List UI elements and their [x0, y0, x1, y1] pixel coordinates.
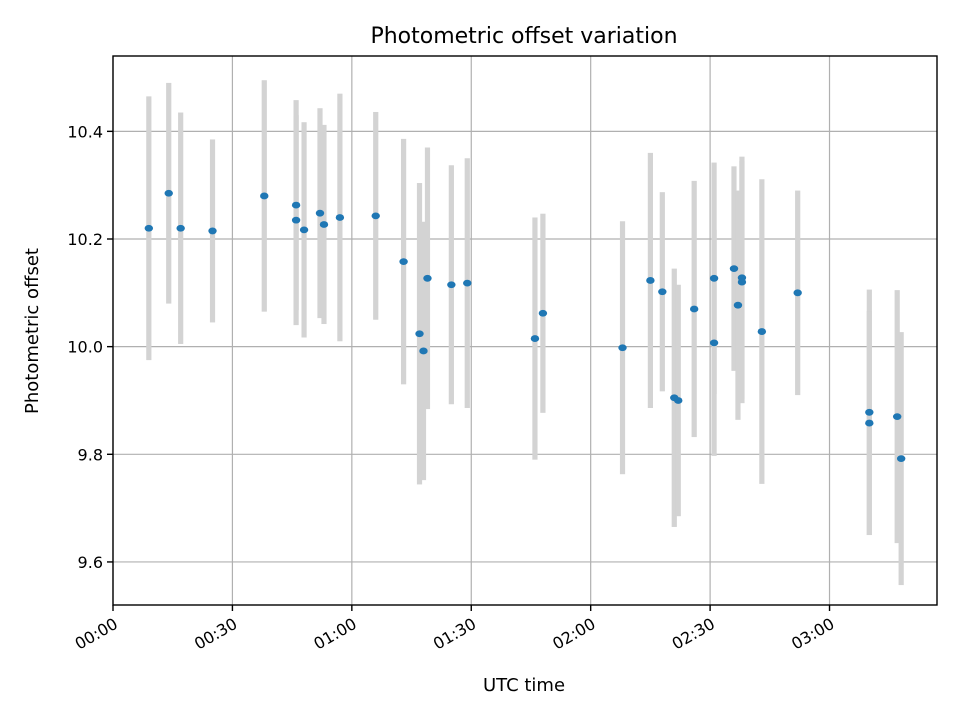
x-tick-label: 00:00	[72, 614, 121, 654]
y-tick-label: 10.0	[67, 338, 103, 357]
data-point	[674, 397, 683, 404]
x-tick-label: 00:30	[191, 614, 240, 654]
x-tick-label: 02:00	[549, 614, 598, 654]
data-point	[423, 274, 432, 282]
data-point	[419, 347, 428, 355]
data-point	[538, 309, 548, 317]
data-point	[463, 279, 472, 287]
data-point	[415, 330, 424, 338]
data-point	[164, 189, 173, 197]
x-tick-label: 01:30	[430, 614, 479, 654]
plot-frame	[112, 55, 938, 606]
x-tick-label: 03:00	[788, 614, 837, 654]
data-point	[208, 227, 217, 235]
data-point	[315, 209, 325, 217]
data-point	[865, 419, 874, 427]
x-axis-label: UTC time	[483, 675, 565, 696]
data-point	[299, 226, 309, 234]
data-point	[335, 214, 345, 221]
y-tick-label: 10.2	[67, 230, 103, 249]
x-axis-ticks: 00:00 00:30 01:00 01:30 02:00 02:30 03:00	[72, 605, 838, 654]
y-axis-ticks: 9.6 9.8 10.0 10.2 10.4	[67, 122, 113, 572]
data-point	[176, 224, 185, 232]
data-point	[144, 224, 154, 232]
data-point	[709, 274, 719, 282]
data-point	[319, 221, 329, 228]
grid-lines	[112, 56, 937, 605]
data-point	[733, 301, 743, 309]
data-point	[371, 212, 380, 220]
y-axis-label: Photometric offset	[22, 248, 43, 414]
data-point	[737, 278, 747, 286]
data-point	[709, 339, 719, 347]
data-point	[291, 201, 301, 209]
x-tick-label: 02:30	[669, 614, 718, 654]
chart-title: Photometric offset variation	[370, 24, 677, 49]
error-bars	[146, 80, 904, 586]
data-point	[260, 192, 269, 200]
data-point	[757, 328, 767, 335]
data-point	[892, 413, 902, 421]
data-point	[399, 258, 408, 266]
data-point	[658, 288, 667, 296]
y-tick-label: 9.6	[78, 553, 103, 572]
data-point	[689, 305, 699, 313]
data-point	[793, 289, 802, 297]
data-point	[618, 344, 627, 352]
data-points	[144, 189, 906, 462]
x-tick-label: 01:00	[310, 614, 359, 654]
data-point	[896, 455, 906, 462]
y-tick-label: 10.4	[67, 122, 103, 141]
data-point	[729, 265, 739, 273]
data-point	[865, 408, 874, 416]
data-point	[447, 281, 456, 289]
y-tick-label: 9.8	[78, 445, 103, 464]
data-point	[530, 335, 540, 342]
data-point	[646, 277, 655, 284]
data-point	[291, 216, 301, 224]
